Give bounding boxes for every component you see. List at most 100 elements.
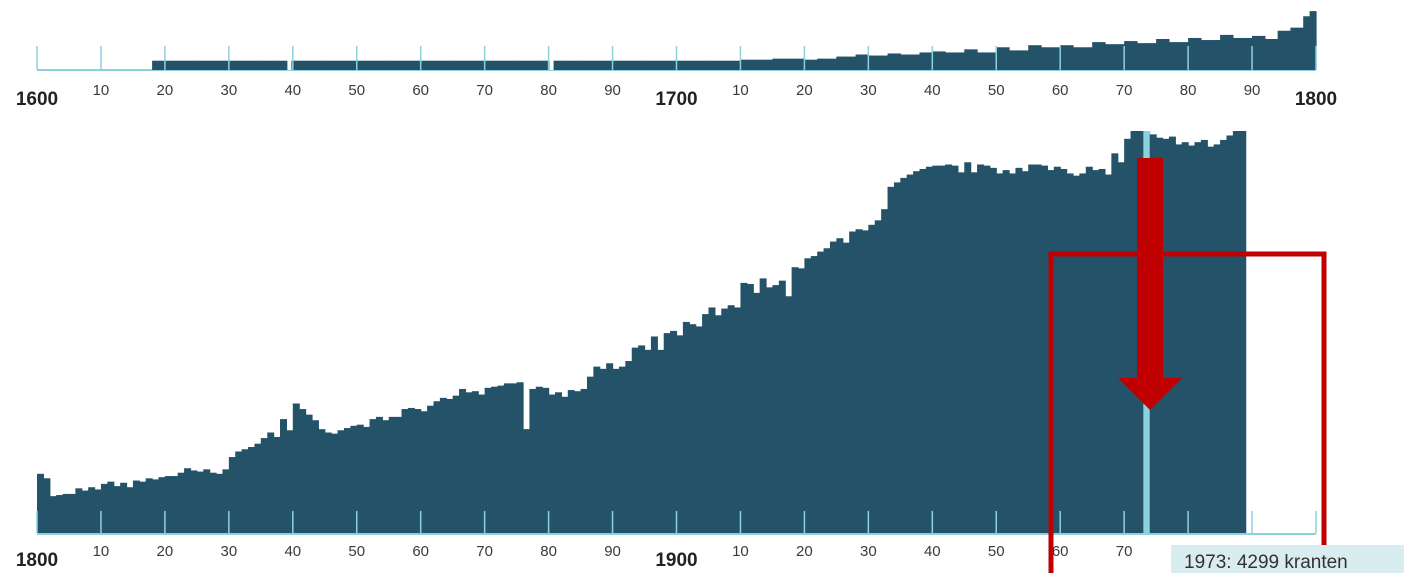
top-bar[interactable] [1232,37,1253,70]
top-bar[interactable] [676,60,710,70]
bottom-bar[interactable] [171,476,179,533]
top-bar[interactable] [1252,35,1266,70]
bottom-bar[interactable] [1021,171,1029,533]
top-bar[interactable] [900,54,921,71]
top-bar[interactable] [228,60,262,70]
bottom-bar[interactable] [516,382,524,533]
bottom-bar[interactable] [305,414,313,533]
top-bar[interactable] [1168,42,1189,70]
timeline-1600-1800[interactable]: 1600 10 20 30 40 50 60 70 80 90 1700 10 20 30 40 50 60 70… [16,11,1337,110]
bottom-bar[interactable] [855,229,863,533]
top-bar[interactable] [196,60,230,70]
top-bar[interactable] [1264,39,1279,70]
bottom-bar[interactable] [190,470,198,533]
bottom-bar[interactable] [356,424,364,533]
top-bar[interactable] [580,60,614,70]
top-bar[interactable] [945,52,965,70]
bottom-bar[interactable] [196,471,204,533]
bottom-bar[interactable] [280,419,288,533]
top-bar[interactable] [164,60,198,70]
bottom-bar[interactable] [580,388,588,533]
bottom-bar[interactable] [906,174,914,534]
bottom-bar[interactable] [292,403,300,533]
top-bar[interactable] [484,60,518,70]
bottom-bar[interactable] [107,481,115,533]
bottom-bar[interactable] [650,336,658,533]
bottom-bar[interactable] [1085,166,1093,533]
bottom-bar[interactable] [1226,135,1234,533]
bottom-bar[interactable] [62,493,70,533]
bottom-bar[interactable] [523,429,531,533]
bottom-bar[interactable] [682,321,690,533]
top-bar[interactable] [887,53,901,70]
top-bar[interactable] [817,58,837,70]
bottom-bar[interactable] [996,173,1004,533]
bottom-bar[interactable] [599,368,607,533]
bottom-bar[interactable] [951,165,959,533]
bottom-bar[interactable] [721,308,729,533]
bottom-bar[interactable] [1188,145,1196,533]
bottom-bar[interactable] [663,333,671,533]
bottom-bar[interactable] [126,487,134,533]
bottom-bar[interactable] [100,483,108,533]
bottom-bar[interactable] [299,409,307,533]
bottom-bar[interactable] [900,177,908,533]
bottom-bar[interactable] [567,390,575,533]
bottom-bar[interactable] [382,420,390,533]
bottom-bar[interactable] [893,182,901,533]
bottom-bar[interactable] [702,314,710,533]
bottom-bar[interactable] [810,256,818,533]
top-bar[interactable] [356,60,390,70]
bottom-bar[interactable] [785,296,793,533]
bottom-bar[interactable] [1213,144,1221,533]
bottom-bar[interactable] [919,168,927,533]
bottom-bar[interactable] [1239,131,1247,533]
bottom-bar[interactable] [798,268,805,533]
bottom-bar[interactable] [1072,175,1080,533]
bottom-bar[interactable] [829,241,837,534]
bottom-bar[interactable] [1060,168,1068,533]
bottom-bar[interactable] [772,285,780,533]
top-bar[interactable] [260,60,275,70]
bottom-bar[interactable] [740,282,748,533]
top-bar[interactable] [324,60,358,70]
bottom-bar[interactable] [989,167,997,533]
bottom-bar[interactable] [574,391,582,533]
top-bar[interactable] [868,55,889,70]
bottom-bar[interactable] [478,394,486,533]
bottom-bar[interactable] [727,305,735,533]
bottom-bar[interactable] [241,449,249,533]
bottom-bar[interactable] [113,486,121,533]
bottom-bar[interactable] [497,385,505,533]
bottom-bar[interactable] [925,166,933,533]
top-bar[interactable] [772,58,805,70]
bottom-bar[interactable] [1028,164,1036,534]
bottom-bar[interactable] [670,330,678,533]
bottom-bar[interactable] [932,165,940,533]
bottom-bar[interactable] [836,238,844,533]
bottom-bar[interactable] [267,432,275,534]
top-bar[interactable] [1136,43,1157,70]
bottom-bar[interactable] [350,425,358,533]
top-bar[interactable] [1041,47,1061,70]
bottom-bar[interactable] [1079,173,1087,533]
bottom-bar[interactable] [465,392,473,533]
top-bar[interactable] [1092,42,1106,70]
top-bar[interactable] [932,51,946,70]
top-bar[interactable] [996,47,1010,70]
bottom-bar[interactable] [446,399,454,533]
bottom-bar[interactable] [273,436,281,533]
bottom-bar[interactable] [964,162,972,533]
bottom-bar[interactable] [618,366,626,533]
bottom-bar[interactable] [401,409,409,533]
bottom-bar[interactable] [631,347,639,533]
top-bar[interactable] [420,60,454,70]
bottom-bar[interactable] [753,292,761,533]
bottom-bar[interactable] [778,280,786,533]
top-bar[interactable] [1104,44,1125,70]
bottom-bar[interactable] [561,396,569,533]
top-bar[interactable] [1277,30,1292,70]
bottom-bar[interactable] [459,388,467,533]
bottom-bar[interactable] [145,478,153,533]
bottom-bar[interactable] [887,186,895,534]
